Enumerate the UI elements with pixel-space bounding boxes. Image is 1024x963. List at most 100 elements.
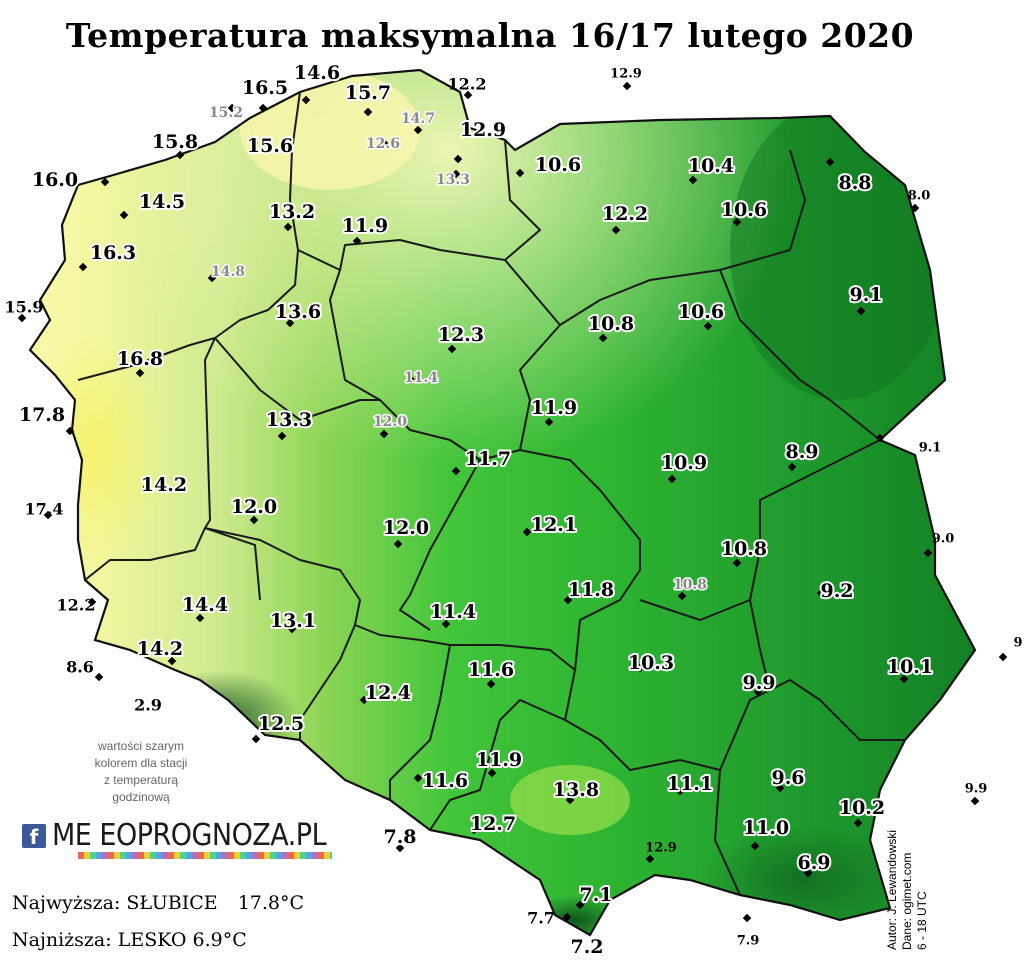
station-value: 11.9 [531, 397, 577, 419]
station: 15.2 [207, 104, 244, 123]
station-marker [453, 154, 463, 164]
station-value: 13.3 [436, 172, 470, 188]
credits: Autor: J. Lewandowski Dane: ogimet.com 6… [885, 829, 929, 950]
station-value: 11.6 [422, 770, 468, 792]
station: 16.0 [30, 167, 110, 193]
station-marker [447, 344, 457, 354]
station-marker [287, 624, 297, 634]
station-marker [803, 868, 813, 878]
station-value: 12.2 [57, 596, 96, 615]
station-marker [65, 426, 75, 436]
station: 13.1 [268, 608, 318, 634]
station-marker [379, 138, 389, 148]
station-marker [135, 368, 145, 378]
station-value: 12.4 [365, 682, 411, 704]
station-value: 10.2 [839, 797, 885, 819]
station: 10.8 [719, 536, 769, 568]
station-value: 14.6 [294, 62, 340, 84]
station-value: 15.2 [209, 105, 243, 121]
station-value: 13.3 [266, 409, 312, 431]
station-value: 10.6 [678, 301, 724, 323]
station-marker [667, 474, 677, 484]
station: 10.6 [719, 197, 769, 227]
station-marker [94, 672, 104, 682]
station: 15.6 [245, 133, 295, 159]
station-value: 9.1 [849, 284, 882, 306]
station-value: 9.9 [742, 672, 775, 694]
station-value: 17.4 [25, 500, 64, 519]
station-value: 15.9 [5, 298, 44, 317]
station: 15.7 [343, 80, 393, 117]
station-marker [998, 652, 1008, 662]
station-value: 9.9 [965, 782, 988, 797]
station-value: 10.6 [535, 154, 581, 176]
station: 12.1 [522, 512, 579, 538]
max-value: 17.8°C [237, 892, 305, 914]
station-value: 10.4 [688, 155, 734, 177]
station: 12.9 [453, 117, 508, 164]
station-value: 7.7 [527, 909, 555, 928]
meteoprognoza-logo[interactable]: f ME EOPROGNOZA.PL [22, 818, 332, 860]
station: 9.2 [816, 578, 856, 604]
station-marker [598, 333, 608, 343]
station-marker [352, 236, 362, 246]
station-marker [441, 619, 451, 629]
station-marker [856, 306, 866, 316]
min-temperature-line: Najniższa: LESKO 6.9°C [12, 929, 247, 951]
station-marker [753, 687, 763, 697]
station: 14.6 [292, 60, 342, 105]
station-value: 13.6 [275, 301, 321, 323]
station: 10.1 [885, 654, 935, 684]
station-value: 2.9 [134, 696, 162, 715]
station: 12.7 [468, 811, 518, 837]
station-value: 10.8 [673, 577, 707, 593]
station-value: 11.1 [667, 773, 713, 795]
station-marker [970, 796, 980, 806]
station-value: 11.7 [465, 448, 511, 470]
facebook-icon[interactable]: f [22, 824, 46, 849]
station-value: 9.2 [820, 580, 853, 602]
min-label: Najniższa: [12, 929, 112, 951]
station-marker [787, 462, 797, 472]
station-value: 10.8 [588, 313, 634, 335]
station-value: 11.4 [404, 370, 438, 386]
station: 13.3 [264, 407, 314, 441]
station-value: 7.8 [383, 826, 416, 848]
station-value: 10.6 [721, 199, 767, 221]
station-marker [742, 913, 752, 923]
station-marker [750, 841, 760, 851]
station-marker [413, 773, 423, 783]
station-marker [78, 262, 88, 272]
station: 12.5 [251, 711, 306, 744]
station-marker [395, 843, 405, 853]
station-value: 16.3 [90, 242, 136, 264]
station-marker [703, 321, 713, 331]
station-marker [100, 177, 110, 187]
station: 15.9 [5, 298, 44, 323]
station-marker [393, 539, 403, 549]
station-marker [301, 95, 311, 105]
station: 14.8 [207, 263, 247, 283]
station: 10.6 [515, 152, 583, 178]
station-marker [283, 222, 293, 232]
station: 7.7 [527, 909, 572, 928]
station: 9.9 [740, 670, 778, 697]
station-value: 12.9 [645, 841, 677, 856]
station-value: 16.8 [117, 348, 163, 370]
map-title: Temperatura maksymalna 16/17 lutego 2020 [65, 16, 915, 55]
station: 12.3 [436, 322, 486, 354]
station: 8.9 [783, 439, 821, 472]
station: 6.9 [795, 850, 833, 878]
station: 2.9 [134, 696, 162, 715]
station-value: 11.8 [568, 579, 614, 601]
station-value: 12.1 [531, 514, 577, 536]
station-value: 16.0 [32, 169, 78, 191]
logo-text: ME EOPROGNOZA.PL [52, 818, 327, 853]
station-value: 8.6 [66, 658, 94, 677]
station-value: 8.8 [838, 172, 871, 194]
station: 13.6 [273, 299, 323, 328]
station-value: 13.1 [270, 610, 316, 632]
station: 14.4 [180, 592, 230, 623]
max-station: SŁUBICE [126, 892, 218, 914]
